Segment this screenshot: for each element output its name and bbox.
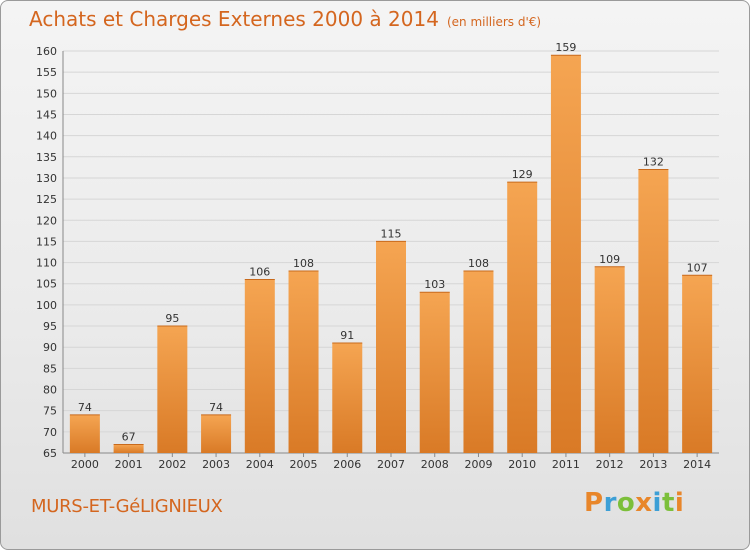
proxiti-logo: Proxiti bbox=[584, 488, 684, 518]
value-label: 74 bbox=[209, 401, 223, 414]
chart-title-text: Achats et Charges Externes 2000 à 2014 bbox=[29, 7, 439, 31]
value-label: 108 bbox=[468, 257, 489, 270]
value-label: 67 bbox=[122, 431, 136, 444]
logo-letter: o bbox=[616, 488, 636, 518]
y-tick-label: 105 bbox=[36, 278, 57, 291]
bar bbox=[638, 169, 669, 454]
x-tick-label: 2010 bbox=[508, 458, 536, 471]
value-label: 108 bbox=[293, 257, 314, 270]
y-tick-label: 115 bbox=[36, 235, 57, 248]
y-tick-label: 80 bbox=[43, 384, 57, 397]
logo-letter: i bbox=[674, 488, 685, 518]
bar bbox=[201, 414, 232, 453]
bar bbox=[332, 342, 363, 453]
value-label: 107 bbox=[687, 261, 708, 274]
y-tick-label: 90 bbox=[43, 341, 57, 354]
bar bbox=[244, 279, 275, 453]
x-tick-label: 2007 bbox=[377, 458, 405, 471]
value-label: 159 bbox=[555, 41, 576, 54]
bar bbox=[682, 275, 713, 453]
value-label: 129 bbox=[512, 168, 533, 181]
y-tick-label: 70 bbox=[43, 426, 57, 439]
value-label: 95 bbox=[165, 312, 179, 325]
x-tick-label: 2005 bbox=[290, 458, 318, 471]
bar bbox=[507, 182, 538, 453]
y-tick-label: 130 bbox=[36, 172, 57, 185]
value-label: 132 bbox=[643, 155, 664, 168]
logo-letter: r bbox=[603, 488, 617, 518]
x-tick-label: 2003 bbox=[202, 458, 230, 471]
y-tick-label: 75 bbox=[43, 405, 57, 418]
x-tick-label: 2000 bbox=[71, 458, 99, 471]
bar bbox=[550, 55, 581, 454]
y-tick-label: 150 bbox=[36, 87, 57, 100]
x-tick-label: 2014 bbox=[683, 458, 711, 471]
y-tick-label: 140 bbox=[36, 130, 57, 143]
x-tick-label: 2006 bbox=[333, 458, 361, 471]
x-tick-label: 2011 bbox=[552, 458, 580, 471]
value-label: 74 bbox=[78, 401, 92, 414]
bar bbox=[113, 444, 144, 453]
y-tick-label: 65 bbox=[43, 447, 57, 460]
bar bbox=[288, 271, 319, 453]
x-tick-label: 2013 bbox=[639, 458, 667, 471]
x-tick-label: 2009 bbox=[464, 458, 492, 471]
value-label: 109 bbox=[599, 253, 620, 266]
x-tick-label: 2001 bbox=[115, 458, 143, 471]
bar bbox=[69, 414, 100, 453]
x-tick-label: 2012 bbox=[596, 458, 624, 471]
chart-unit: (en milliers d'€) bbox=[446, 15, 542, 29]
y-tick-label: 135 bbox=[36, 151, 57, 164]
value-label: 115 bbox=[381, 227, 402, 240]
value-label: 106 bbox=[249, 266, 270, 279]
bar bbox=[157, 326, 188, 453]
logo-letter: P bbox=[584, 488, 604, 518]
y-tick-label: 125 bbox=[36, 193, 57, 206]
y-tick-label: 160 bbox=[36, 45, 57, 58]
bar bbox=[594, 266, 625, 453]
logo-letter: x bbox=[635, 488, 653, 518]
x-tick-label: 2002 bbox=[158, 458, 186, 471]
place-name: MURS-ET-GéLIGNIEUX bbox=[31, 496, 223, 517]
y-tick-label: 110 bbox=[36, 257, 57, 270]
bar bbox=[376, 241, 406, 453]
value-label: 91 bbox=[340, 329, 354, 342]
x-tick-label: 2008 bbox=[421, 458, 449, 471]
x-tick-label: 2004 bbox=[246, 458, 274, 471]
bar bbox=[463, 271, 494, 453]
y-tick-label: 155 bbox=[36, 66, 57, 79]
logo-letter: i bbox=[652, 488, 662, 518]
y-tick-label: 95 bbox=[43, 320, 57, 333]
y-tick-label: 85 bbox=[43, 362, 57, 375]
y-tick-label: 100 bbox=[36, 299, 57, 312]
y-tick-label: 145 bbox=[36, 108, 57, 121]
value-label: 103 bbox=[424, 278, 445, 291]
bar bbox=[419, 292, 450, 453]
chart-title: Achats et Charges Externes 2000 à 2014 (e… bbox=[29, 7, 541, 31]
logo-letter: t bbox=[661, 488, 675, 518]
y-tick-label: 120 bbox=[36, 214, 57, 227]
